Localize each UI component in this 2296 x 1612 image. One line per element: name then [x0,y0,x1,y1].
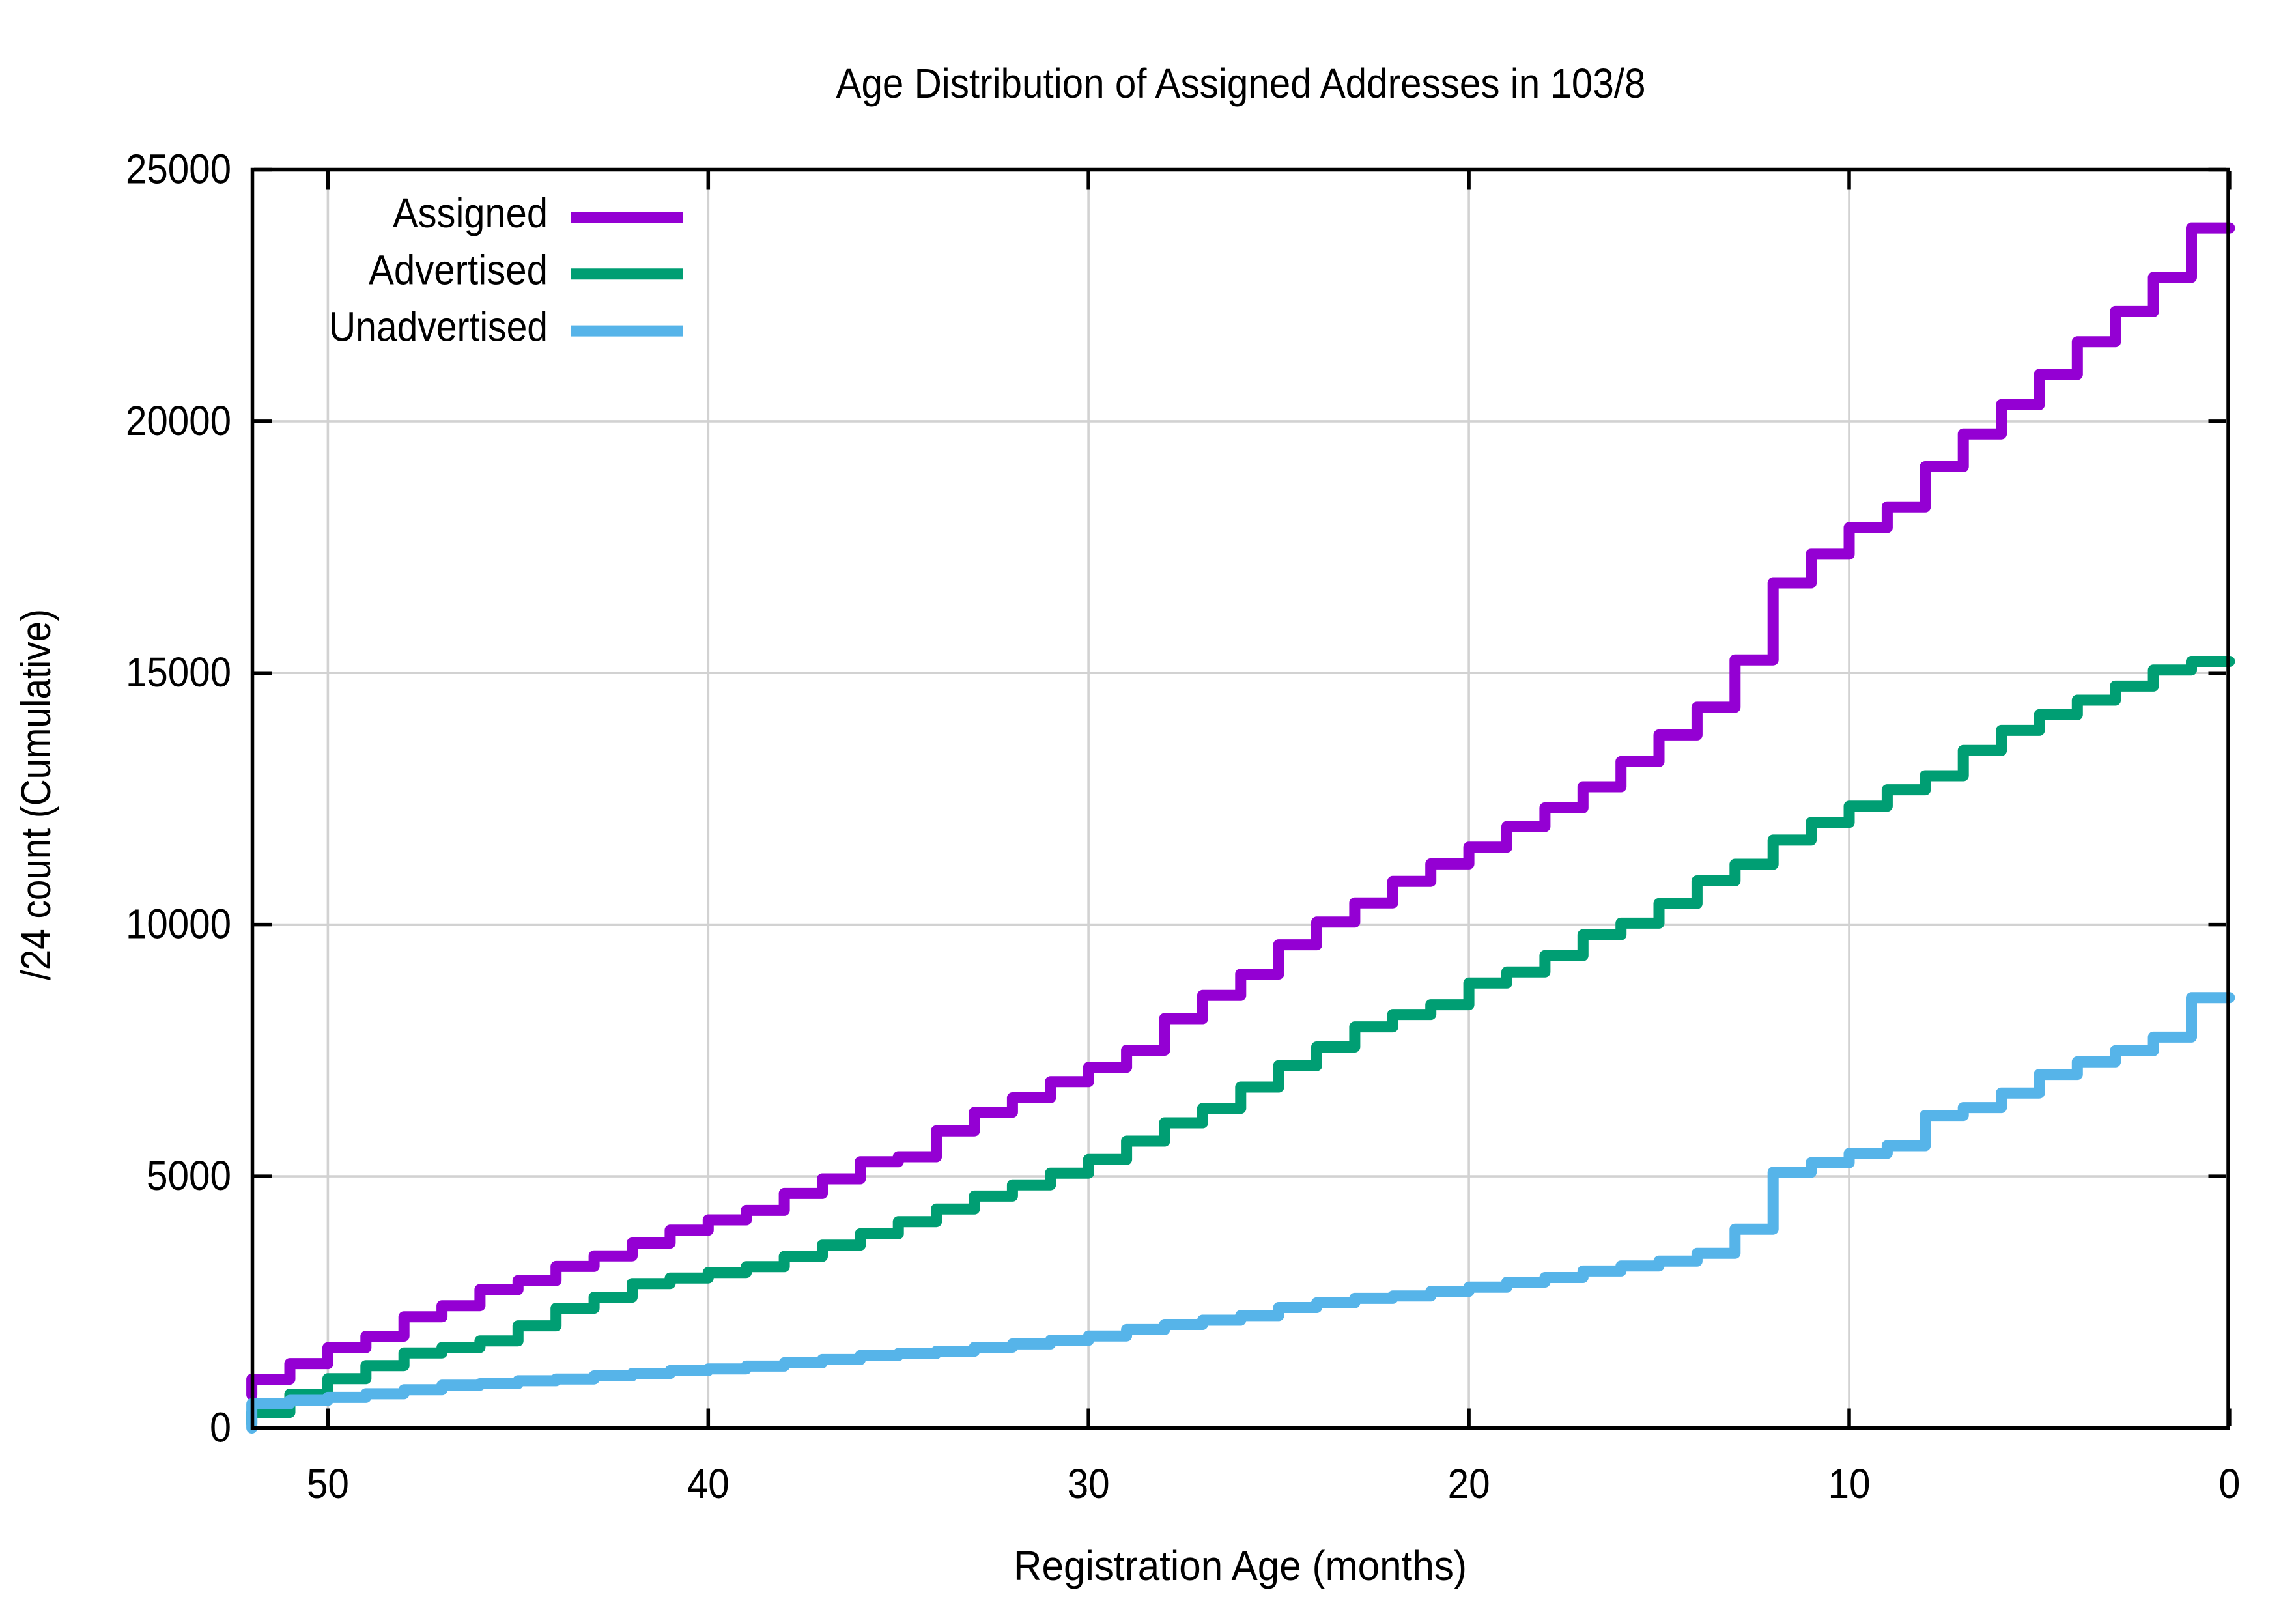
svg-text:Registration Age (months): Registration Age (months) [1013,1542,1467,1589]
svg-text:0: 0 [210,1404,231,1451]
svg-text:Age Distribution of Assigned A: Age Distribution of Assigned Addresses i… [836,60,1646,107]
svg-text:30: 30 [1068,1460,1110,1507]
svg-text:25000: 25000 [126,146,231,193]
svg-text:20: 20 [1448,1460,1490,1507]
svg-text:/24 count (Cumulative): /24 count (Cumulative) [12,609,59,980]
svg-text:50: 50 [307,1460,349,1507]
svg-text:Advertised: Advertised [369,246,548,293]
svg-text:5000: 5000 [147,1152,231,1199]
svg-text:Assigned: Assigned [393,190,548,236]
svg-text:0: 0 [2218,1460,2240,1507]
svg-text:Unadvertised: Unadvertised [329,304,548,350]
svg-text:10: 10 [1828,1460,1871,1507]
svg-text:40: 40 [687,1460,730,1507]
svg-text:10000: 10000 [126,901,231,948]
svg-text:15000: 15000 [126,649,231,696]
svg-text:20000: 20000 [126,397,231,444]
